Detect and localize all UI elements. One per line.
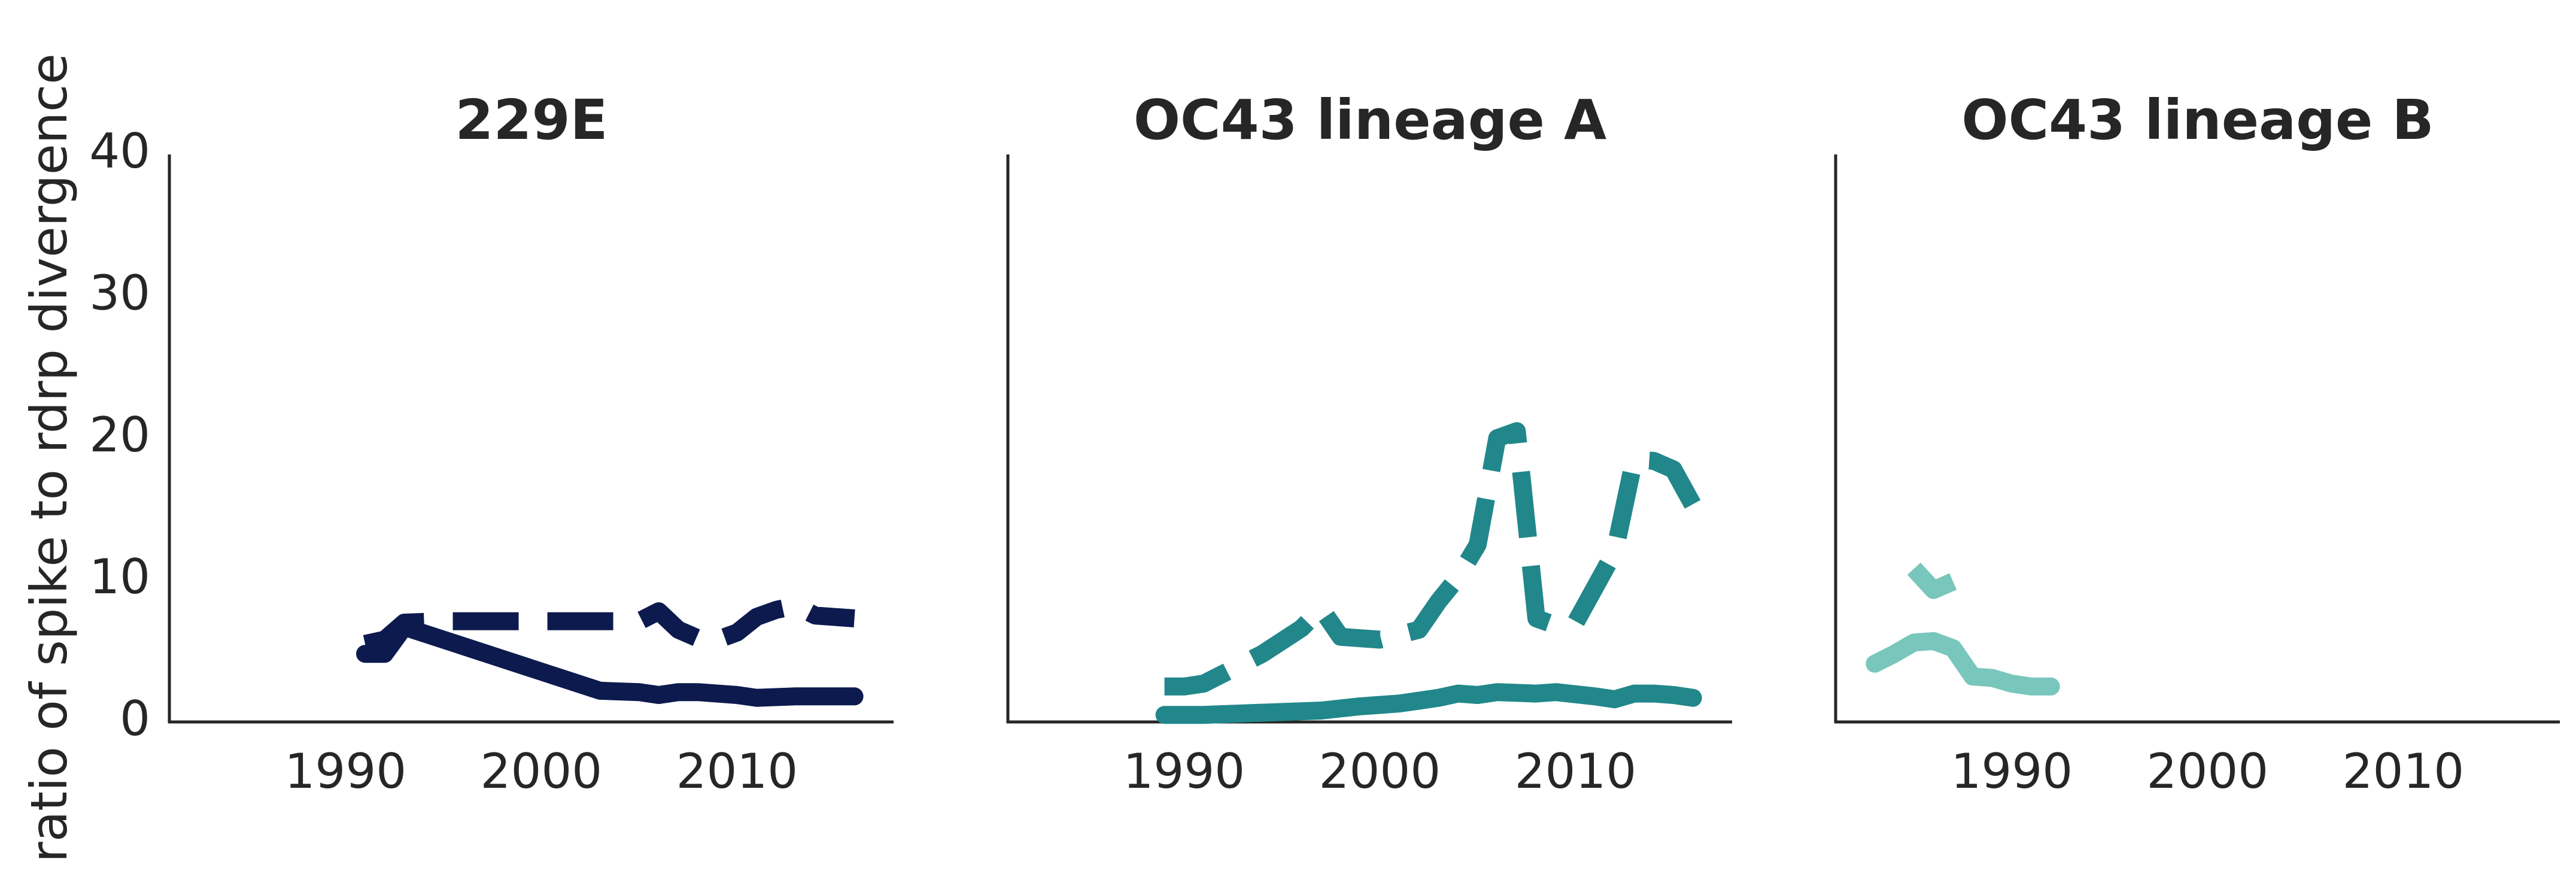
series-line-solid (1155, 683, 1702, 724)
x-tick-label: 1990 (1951, 743, 2073, 799)
x-tick-label: 2010 (1515, 743, 1637, 799)
x-tick-label: 2000 (2147, 743, 2269, 799)
x-tick-label: 2000 (1319, 743, 1441, 799)
y-tick-label: 0 (120, 691, 150, 746)
panel-title: OC43 lineage B (1961, 88, 2434, 152)
y-tick-label: 40 (89, 123, 150, 179)
series-line-solid (1866, 632, 2060, 696)
y-tick-label: 10 (89, 549, 150, 605)
x-tick-label: 2000 (481, 743, 603, 799)
chart-panels: 229E 0 10 20 30 40 1990 2000 2010 OC43 lineage A 1… (89, 88, 2560, 799)
x-tick-label: 2010 (2343, 743, 2465, 799)
x-tick-label: 1990 (285, 743, 407, 799)
series-line-dashed (1907, 562, 1957, 599)
series-line-solid (356, 618, 864, 707)
series-line-dashed (363, 596, 855, 653)
panel-2: OC43 lineage A 1990 2000 2010 (1006, 88, 1732, 799)
panel-title: OC43 lineage A (1134, 88, 1606, 152)
y-tick-label: 20 (89, 407, 150, 463)
panel-3: OC43 lineage B 1990 2000 2010 (1834, 88, 2560, 799)
series-line-dashed (1164, 422, 1701, 696)
y-tick-label: 30 (89, 265, 150, 321)
x-tick-label: 1990 (1123, 743, 1246, 799)
panel-title: 229E (455, 88, 608, 152)
panel-1: 229E 0 10 20 30 40 1990 2000 2010 (89, 88, 894, 799)
y-axis-label: ratio of spike to rdrp divergence (20, 53, 78, 863)
x-tick-label: 2010 (676, 743, 798, 799)
